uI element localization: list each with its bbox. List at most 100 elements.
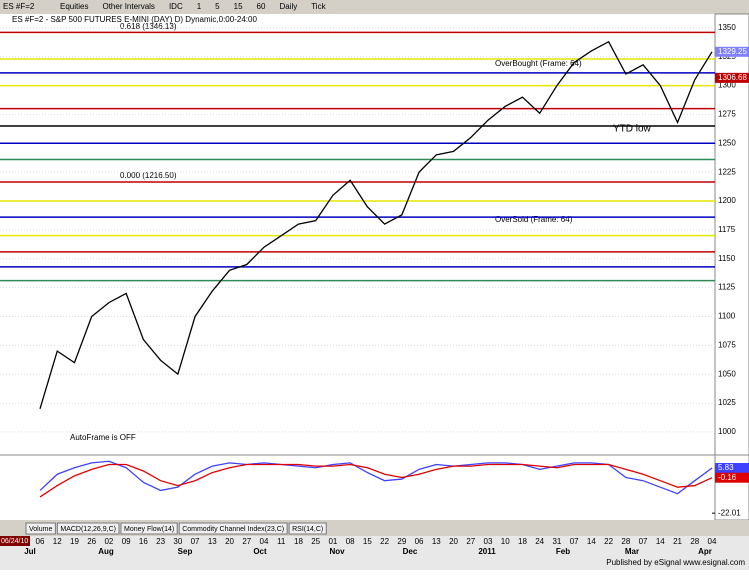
x-tick-label: 11 — [277, 537, 286, 546]
x-tick-label: 26 — [87, 537, 96, 546]
price-axis — [714, 13, 749, 521]
footer: Published by eSignal www.esignal.com — [606, 558, 745, 567]
tab[interactable] — [288, 522, 327, 535]
x-tick-label: 07 — [191, 537, 200, 546]
x-tick-label: 25 — [311, 537, 320, 546]
x-tick-label: 29 — [397, 537, 406, 546]
price-box — [715, 72, 749, 83]
x-tick-label: 14 — [587, 537, 596, 546]
tab-label[interactable]: RSI(14,C) — [292, 526, 323, 533]
series-line — [39, 460, 713, 495]
x-tick-label: 03 — [484, 537, 493, 546]
y-tick-label: 1075 — [718, 340, 736, 349]
y-tick-label: 1125 — [718, 283, 736, 292]
month-label: Jul — [24, 547, 36, 556]
month-label: Feb — [556, 547, 570, 556]
x-tick-label: 21 — [673, 537, 682, 546]
x-tick-label: 08 — [346, 537, 355, 546]
tab[interactable] — [56, 522, 120, 535]
x-tick-label: 23 — [156, 537, 165, 546]
month-label: Oct — [253, 547, 267, 556]
y-tick-label: 1275 — [718, 110, 736, 119]
x-tick-label: 31 — [552, 537, 561, 546]
ytd-low: YTD low — [613, 124, 652, 135]
x-tick-label: 30 — [173, 537, 182, 546]
tab-label[interactable]: Money Flow(14) — [124, 526, 174, 533]
x-tick-label: 13 — [208, 537, 217, 546]
toolbar-item[interactable]: IDC — [169, 2, 183, 11]
y-tick-label: 1150 — [718, 254, 736, 263]
x-tick-label: 22 — [380, 537, 389, 546]
toolbar-item[interactable]: Daily — [279, 2, 297, 11]
toolbar-item[interactable]: Equities — [60, 2, 88, 11]
price-label: 1306.68 — [718, 73, 747, 82]
x-tick-label: 20 — [225, 537, 234, 546]
overbought-label: OverBought (Frame: 64) — [495, 59, 582, 68]
last-price-box — [715, 46, 749, 57]
month-label: Apr — [698, 547, 712, 556]
x-tick-label: 14 — [656, 537, 665, 546]
x-tick-label: 13 — [432, 537, 441, 546]
y-tick-label: 1100 — [718, 312, 736, 321]
y-tick-label: 1000 — [718, 427, 736, 436]
tab-label[interactable]: Commodity Channel Index(23,C) — [182, 526, 284, 533]
x-tick-label: 28 — [690, 537, 699, 546]
toolbar-item[interactable]: 1 — [197, 2, 202, 11]
y-tick-label: 1225 — [718, 167, 736, 176]
x-tick-label: 12 — [53, 537, 62, 546]
symbol: ES #F=2 — [3, 2, 35, 11]
x-tick-label: 01 — [328, 537, 337, 546]
tab-label[interactable]: MACD(12,26,9,C) — [60, 526, 116, 533]
x-tick-label: 15 — [363, 537, 372, 546]
x-tick-label: 20 — [449, 537, 458, 546]
y-tick-label: 1350 — [718, 23, 736, 32]
month-label: Mar — [625, 547, 639, 556]
month-label: Aug — [98, 547, 114, 556]
fib-label: 0.000 (1216.50) — [120, 171, 177, 180]
tab[interactable] — [120, 522, 178, 535]
tab-label[interactable]: Volume — [29, 526, 52, 533]
month-label: Dec — [403, 547, 418, 556]
x-tick-label: 22 — [604, 537, 613, 546]
macd-box — [715, 463, 749, 474]
last-price: 1329.25 — [718, 47, 747, 56]
toolbar-item[interactable]: 60 — [257, 2, 266, 11]
x-tick-label: 28 — [621, 537, 630, 546]
month-label: 2011 — [478, 547, 496, 556]
chart-title: ES #F=2 - S&P 500 FUTURES E-MINI (DAY) D… — [12, 15, 257, 24]
x-tick-label: 18 — [518, 537, 527, 546]
x-tick-label: 09 — [122, 537, 131, 546]
x-tick-label: 10 — [501, 537, 510, 546]
toolbar-item[interactable]: Other Intervals — [102, 2, 154, 11]
month-label: Sep — [178, 547, 193, 556]
x-tick-label: 04 — [708, 537, 717, 546]
macd-value: 5.83 — [718, 463, 734, 472]
y-tick-label: 1175 — [718, 225, 736, 234]
x-tick-label: 27 — [466, 537, 475, 546]
y-tick-label: 1050 — [718, 369, 736, 378]
macd-value: -0.16 — [718, 473, 737, 482]
x-tick-label: 16 — [139, 537, 148, 546]
toolbar-item[interactable]: Tick — [311, 2, 326, 11]
x-tick-label: 07 — [639, 537, 648, 546]
tab[interactable] — [178, 522, 288, 535]
x-tick-label: 07 — [570, 537, 579, 546]
x-tick-label: 19 — [70, 537, 79, 546]
y-tick-label: 1200 — [718, 196, 736, 205]
y-tick-label: 1250 — [718, 138, 736, 147]
month-label: Nov — [329, 547, 345, 556]
x-tick-label: 27 — [242, 537, 251, 546]
x-tick-label: 06 — [415, 537, 424, 546]
toolbar-item[interactable]: 15 — [234, 2, 243, 11]
series-line — [39, 40, 713, 410]
tab[interactable] — [25, 522, 56, 535]
toolbar — [0, 0, 749, 14]
fib-label: 0.618 (1346.13) — [120, 22, 177, 31]
x-tick-label: 04 — [260, 537, 269, 546]
y-tick-label: 1300 — [718, 81, 736, 90]
macd-box — [715, 472, 749, 483]
toolbar-item[interactable]: 5 — [215, 2, 220, 11]
y-tick-label: 1025 — [718, 398, 736, 407]
